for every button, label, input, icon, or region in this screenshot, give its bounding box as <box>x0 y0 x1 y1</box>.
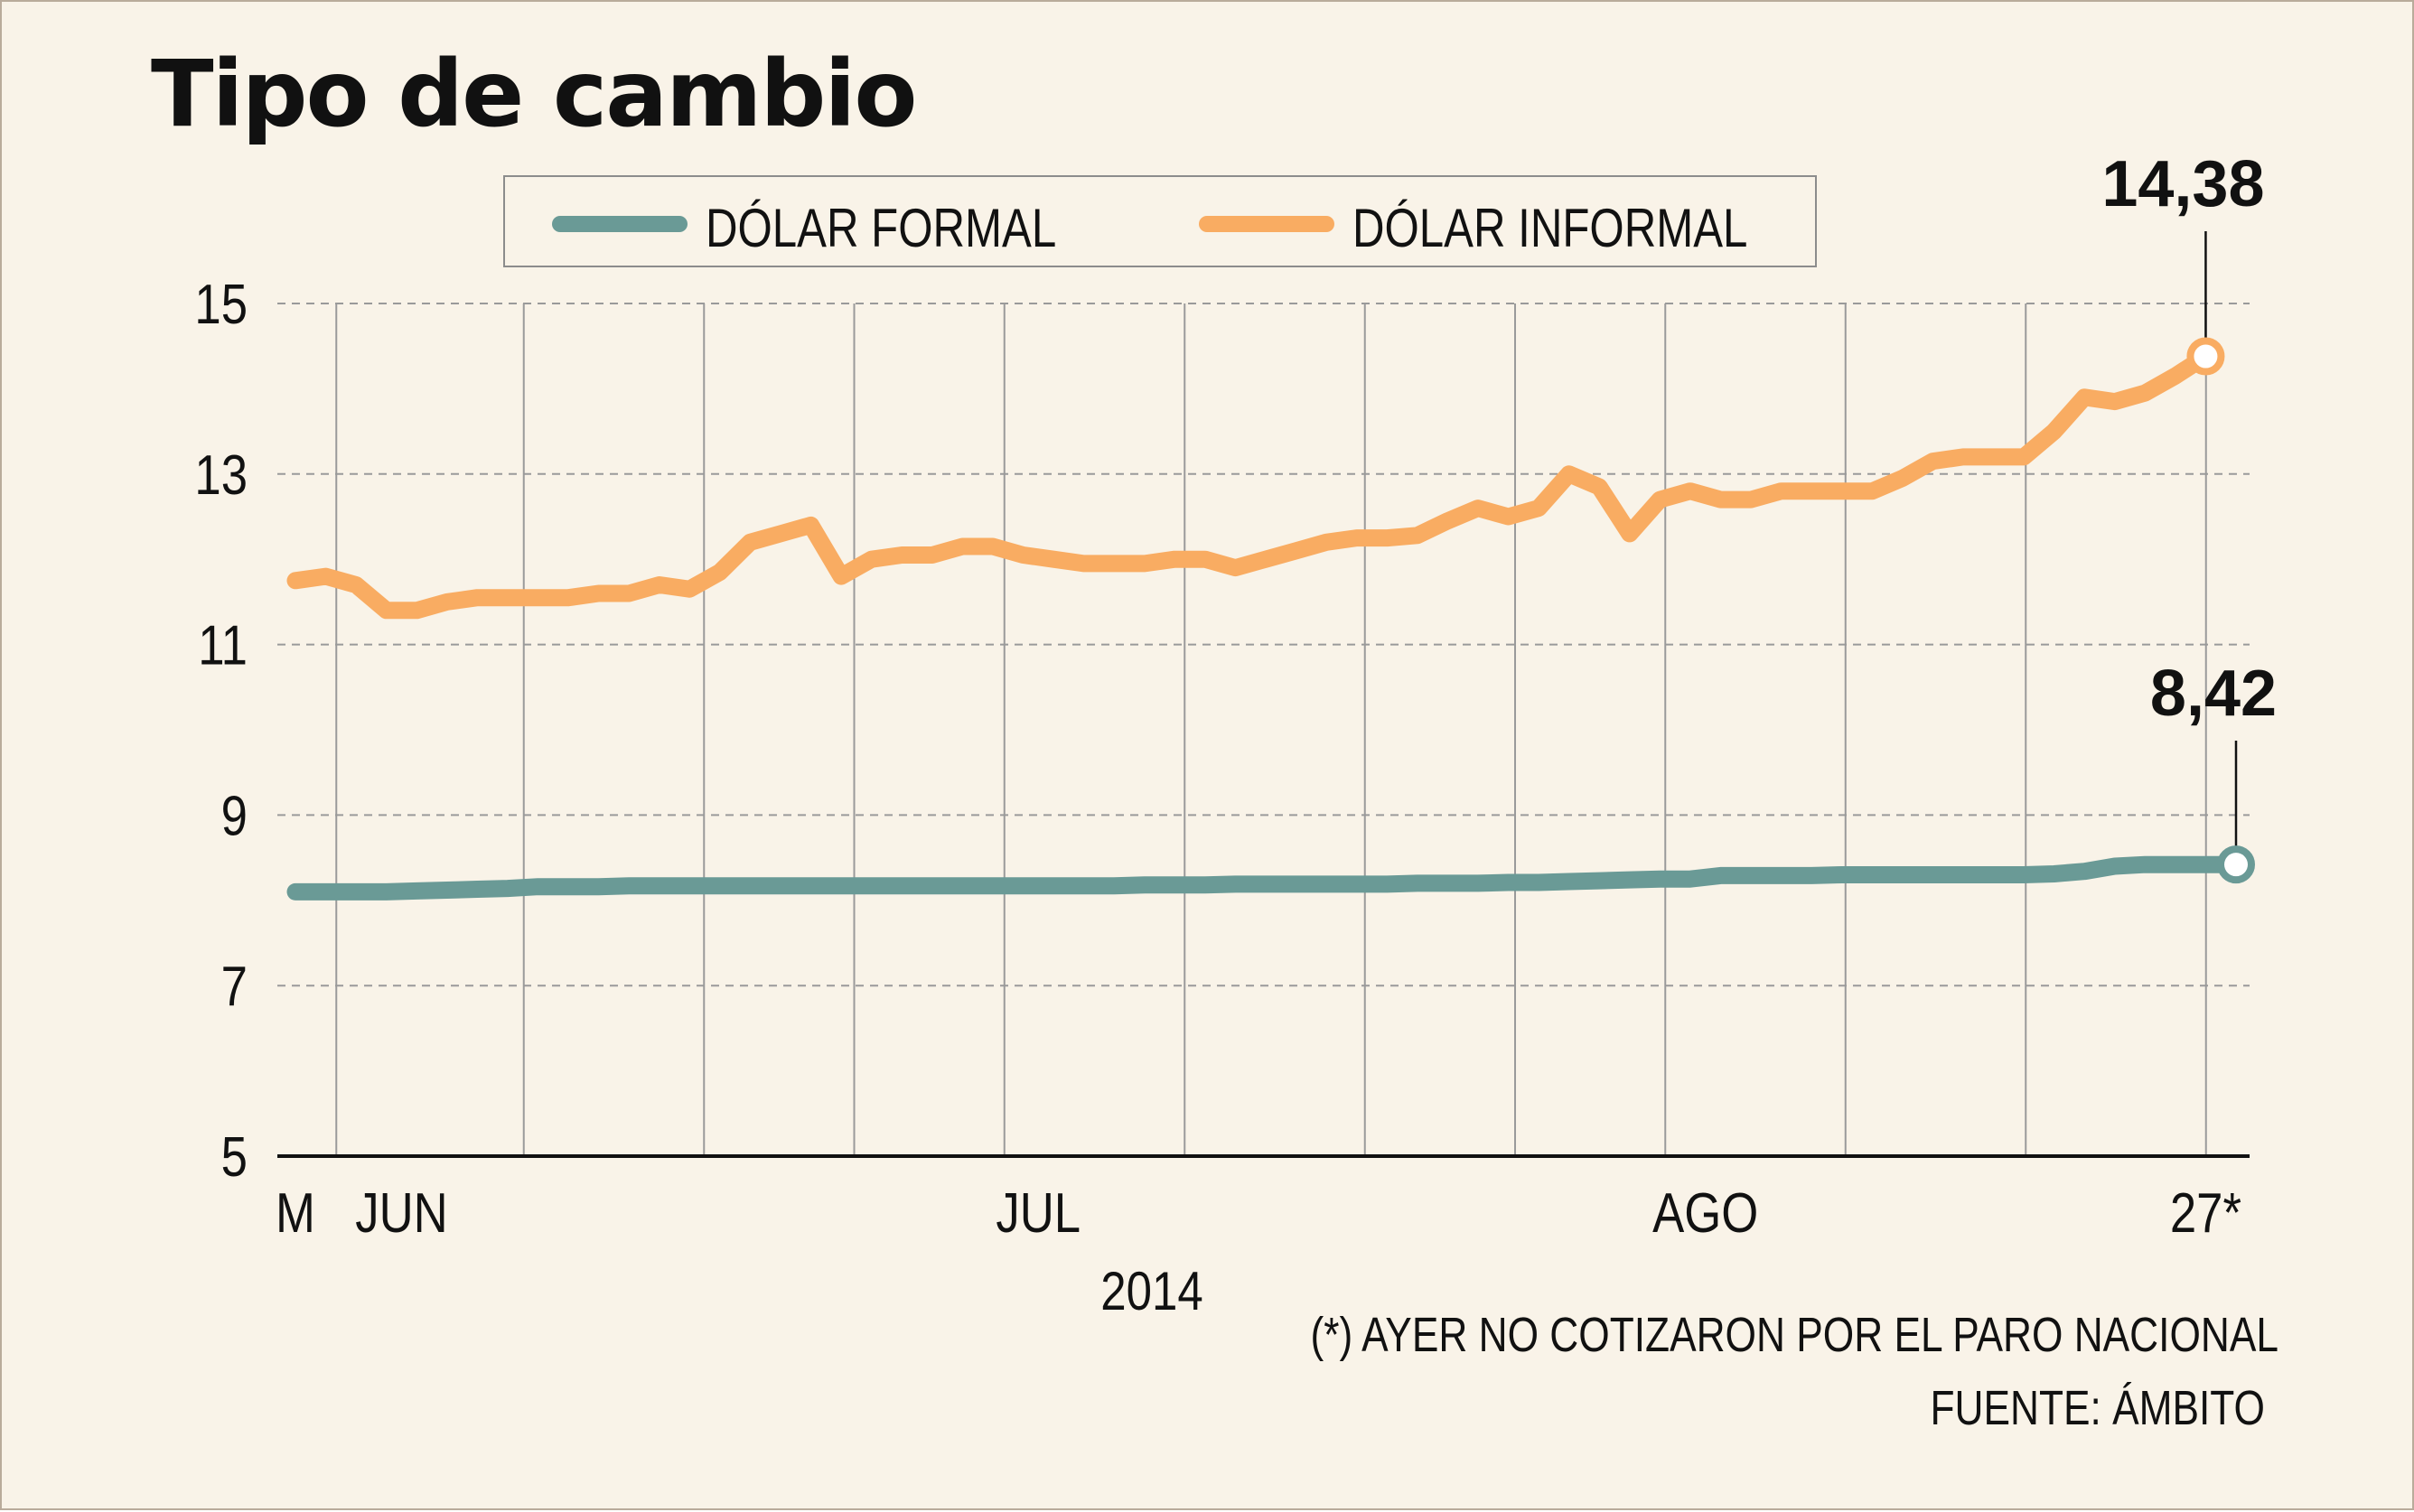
chart-title: Tipo de cambio <box>151 41 917 148</box>
x-tick-label: JUN <box>355 1182 447 1245</box>
annotation-formal: 8,42 <box>2150 658 2277 730</box>
series-line-informal <box>286 348 2214 620</box>
y-tick-label: 13 <box>194 444 248 507</box>
year-label: 2014 <box>1100 1261 1202 1321</box>
x-tick-label: AGO <box>1652 1182 1758 1245</box>
x-tick-label: 27* <box>2170 1182 2241 1245</box>
legend: DÓLAR FORMAL DÓLAR INFORMAL <box>503 175 1817 267</box>
y-tick-label: 5 <box>221 1126 248 1189</box>
y-tick-label: 9 <box>221 785 248 847</box>
source-note: FUENTE: ÁMBITO <box>1930 1381 2265 1435</box>
y-tick-label: 11 <box>198 615 248 677</box>
footnote: (*) AYER NO COTIZARON POR EL PARO NACION… <box>1311 1308 2278 1362</box>
annotation-informal: 14,38 <box>2101 148 2264 220</box>
x-tick-label: M <box>276 1182 315 1245</box>
y-tick-label: 7 <box>221 956 248 1018</box>
legend-swatch-informal <box>1199 216 1334 232</box>
legend-label-formal: DÓLAR FORMAL <box>706 198 1057 258</box>
legend-swatch-formal <box>552 216 688 232</box>
x-tick-label: JUL <box>996 1182 1081 1245</box>
series-line-formal <box>286 855 2245 901</box>
end-marker-informal <box>2186 337 2225 376</box>
end-marker-formal <box>2217 845 2255 884</box>
legend-label-informal: DÓLAR INFORMAL <box>1352 198 1748 258</box>
y-tick-label: 15 <box>194 274 248 336</box>
